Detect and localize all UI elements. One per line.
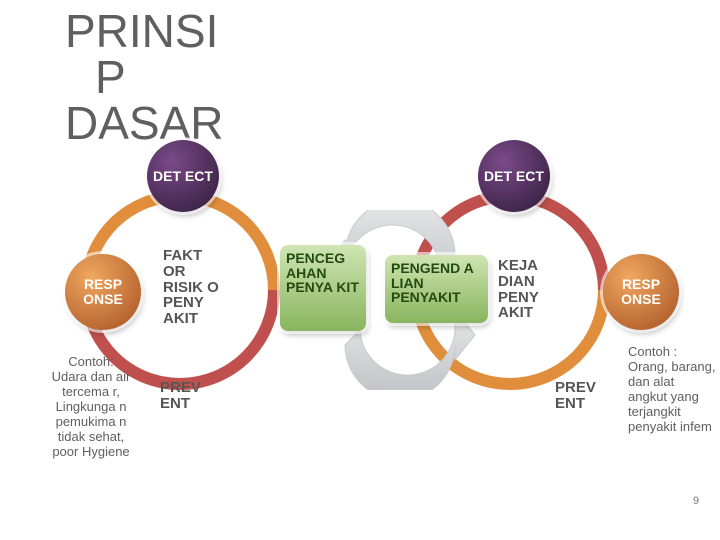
left-faktor-label: FAKT OR RISIK O PENY AKIT — [163, 248, 225, 327]
title-line1: PRINSI — [65, 8, 223, 54]
title-line2: P — [65, 54, 223, 100]
left-response-node: RESP ONSE — [65, 254, 141, 330]
page-number-value: 9 — [693, 495, 699, 507]
box-pencegahan-label: PENCEG AHAN PENYA KIT — [286, 251, 364, 295]
box-pengendalian: PENGEND A LIAN PENYAKIT — [385, 255, 488, 323]
right-response-label: RESP ONSE — [603, 277, 679, 306]
left-example-content: Contoh: Udara dan air tercema r, Lingkun… — [52, 354, 131, 459]
right-prevent-text: PREV ENT — [555, 379, 596, 412]
page-title: PRINSI P DASAR — [65, 8, 223, 146]
left-detect-node: DET ECT — [147, 140, 219, 212]
right-example-content: Contoh : Orang, barang, dan alat angkut … — [628, 344, 715, 434]
left-response-label: RESP ONSE — [65, 277, 141, 306]
left-faktor-text: FAKT OR RISIK O PENY AKIT — [163, 247, 219, 327]
right-detect-node: DET ECT — [478, 140, 550, 212]
page-number: 9 — [693, 495, 699, 507]
left-example-text: Contoh: Udara dan air tercema r, Lingkun… — [50, 355, 132, 460]
left-prevent-text: PREV ENT — [160, 379, 201, 412]
right-prevent-label: PREV ENT — [555, 380, 615, 412]
right-response-node: RESP ONSE — [603, 254, 679, 330]
right-kejadian-text: KEJA DIAN PENY AKIT — [498, 257, 539, 321]
title-line3: DASAR — [65, 100, 223, 146]
left-detect-label: DET ECT — [153, 169, 213, 184]
left-prevent-label: PREV ENT — [160, 380, 220, 412]
right-kejadian-label: KEJA DIAN PENY AKIT — [498, 258, 556, 321]
box-pencegahan: PENCEG AHAN PENYA KIT — [280, 245, 366, 331]
box-pengendalian-label: PENGEND A LIAN PENYAKIT — [391, 261, 486, 305]
right-example-text: Contoh : Orang, barang, dan alat angkut … — [628, 345, 716, 435]
right-detect-label: DET ECT — [484, 169, 544, 184]
